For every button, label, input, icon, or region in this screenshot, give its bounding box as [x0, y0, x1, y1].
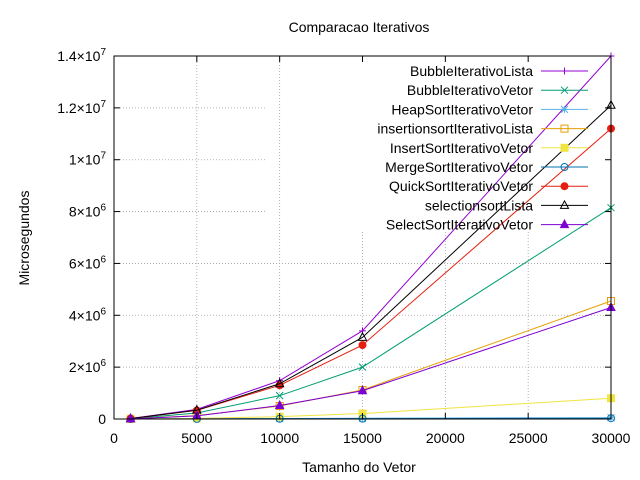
y-tick-mantissa: 1.2×10	[57, 100, 100, 116]
x-axis-label: Tamanho do Vetor	[302, 459, 416, 475]
legend-item: InsertSortIterativoVetor	[390, 140, 588, 156]
data-point	[561, 67, 568, 75]
y-tick-label: 6×106	[69, 254, 107, 271]
x-tick-label: 10000	[260, 430, 299, 446]
series-line	[130, 307, 612, 420]
y-tick-label: 1.4×107	[57, 47, 106, 64]
chart-title: Comparacao Iterativos	[289, 19, 430, 35]
legend-item: BubbleIterativoLista	[410, 63, 588, 79]
axis-ticks: 0 5000 10000 15000 20000 25000 3000002×1064×10…	[57, 47, 630, 446]
data-point	[560, 124, 569, 133]
data-point	[560, 105, 569, 114]
y-tick-mantissa: 1×10	[69, 152, 101, 168]
y-tick-exponent: 6	[100, 358, 106, 369]
legend-label: selectionsortLista	[425, 197, 533, 213]
y-tick-mantissa: 2×10	[69, 359, 101, 375]
legend-label: QuickSortIterativoVetor	[389, 178, 533, 194]
data-point	[357, 385, 368, 395]
legend-label: BubbleIterativoVetor	[407, 82, 533, 98]
legend-label: MergeSortIterativoVetor	[385, 159, 533, 175]
data-point	[274, 399, 285, 410]
legend-item: BubbleIterativoVetor	[407, 82, 588, 98]
y-tick-label: 1×107	[69, 151, 107, 168]
legend-label: BubbleIterativoLista	[410, 63, 533, 79]
series-selectionsortLista	[125, 99, 616, 423]
data-point	[275, 391, 284, 400]
y-tick-mantissa: 8×10	[69, 204, 101, 220]
data-point	[559, 219, 570, 229]
series-BubbleIterativoVetor	[126, 203, 615, 423]
data-point	[559, 199, 570, 209]
y-tick-mantissa: 4×10	[69, 307, 101, 323]
y-tick-mantissa: 6×10	[69, 255, 101, 271]
data-point	[357, 331, 368, 341]
series-BubbleIterativoLista	[127, 52, 615, 422]
y-tick-label: 2×106	[69, 358, 107, 375]
data-point	[560, 86, 569, 95]
legend-item: HeapSortIterativoVetor	[391, 101, 588, 117]
series-insertionsortIterativoLista	[126, 297, 615, 423]
data-point	[274, 378, 285, 388]
legend: BubbleIterativoLista BubbleIterativoVetor…	[377, 63, 588, 233]
legend-label: HeapSortIterativoVetor	[391, 101, 533, 117]
y-tick-label: 4×106	[69, 306, 107, 323]
series-SelectSortIterativoVetor	[125, 301, 616, 423]
x-tick-label: 5000	[181, 430, 212, 446]
series-line	[130, 55, 612, 419]
y-tick-exponent: 7	[100, 47, 106, 58]
y-tick-mantissa: 1.4×10	[57, 48, 100, 64]
x-tick-label: 0	[110, 430, 118, 446]
data-point	[358, 341, 367, 350]
data-point	[560, 182, 569, 191]
y-tick-exponent: 6	[100, 306, 106, 317]
series-line	[130, 104, 612, 420]
data-point	[125, 413, 136, 423]
x-tick-label: 20000	[426, 430, 465, 446]
legend-item: QuickSortIterativoVetor	[389, 178, 588, 194]
y-tick-exponent: 6	[100, 254, 106, 265]
data-point	[560, 143, 569, 152]
y-tick-label: 8×106	[69, 203, 107, 220]
legend-item: SelectSortIterativoVetor	[386, 217, 588, 233]
legend-item: insertionsortIterativoLista	[377, 121, 588, 137]
series-layer	[125, 52, 616, 423]
grid-lines	[114, 56, 611, 419]
y-axis-label: Microsegundos	[16, 191, 32, 286]
y-tick-label: 0	[98, 411, 106, 427]
x-tick-label: 30000	[592, 430, 631, 446]
data-point	[358, 363, 367, 371]
legend-item: selectionsortLista	[425, 197, 588, 213]
series-line	[130, 300, 612, 420]
x-tick-label: 25000	[509, 430, 548, 446]
legend-item: MergeSortIterativoVetor	[385, 159, 588, 175]
y-tick-exponent: 7	[100, 151, 106, 162]
y-tick-exponent: 6	[100, 203, 106, 214]
data-point	[560, 163, 569, 171]
legend-label: InsertSortIterativoVetor	[390, 140, 534, 156]
legend-label: SelectSortIterativoVetor	[386, 217, 533, 233]
x-tick-label: 15000	[343, 430, 382, 446]
y-tick-label: 1.2×107	[57, 99, 106, 116]
y-tick-exponent: 7	[100, 99, 106, 110]
legend-label: insertionsortIterativoLista	[377, 121, 533, 137]
